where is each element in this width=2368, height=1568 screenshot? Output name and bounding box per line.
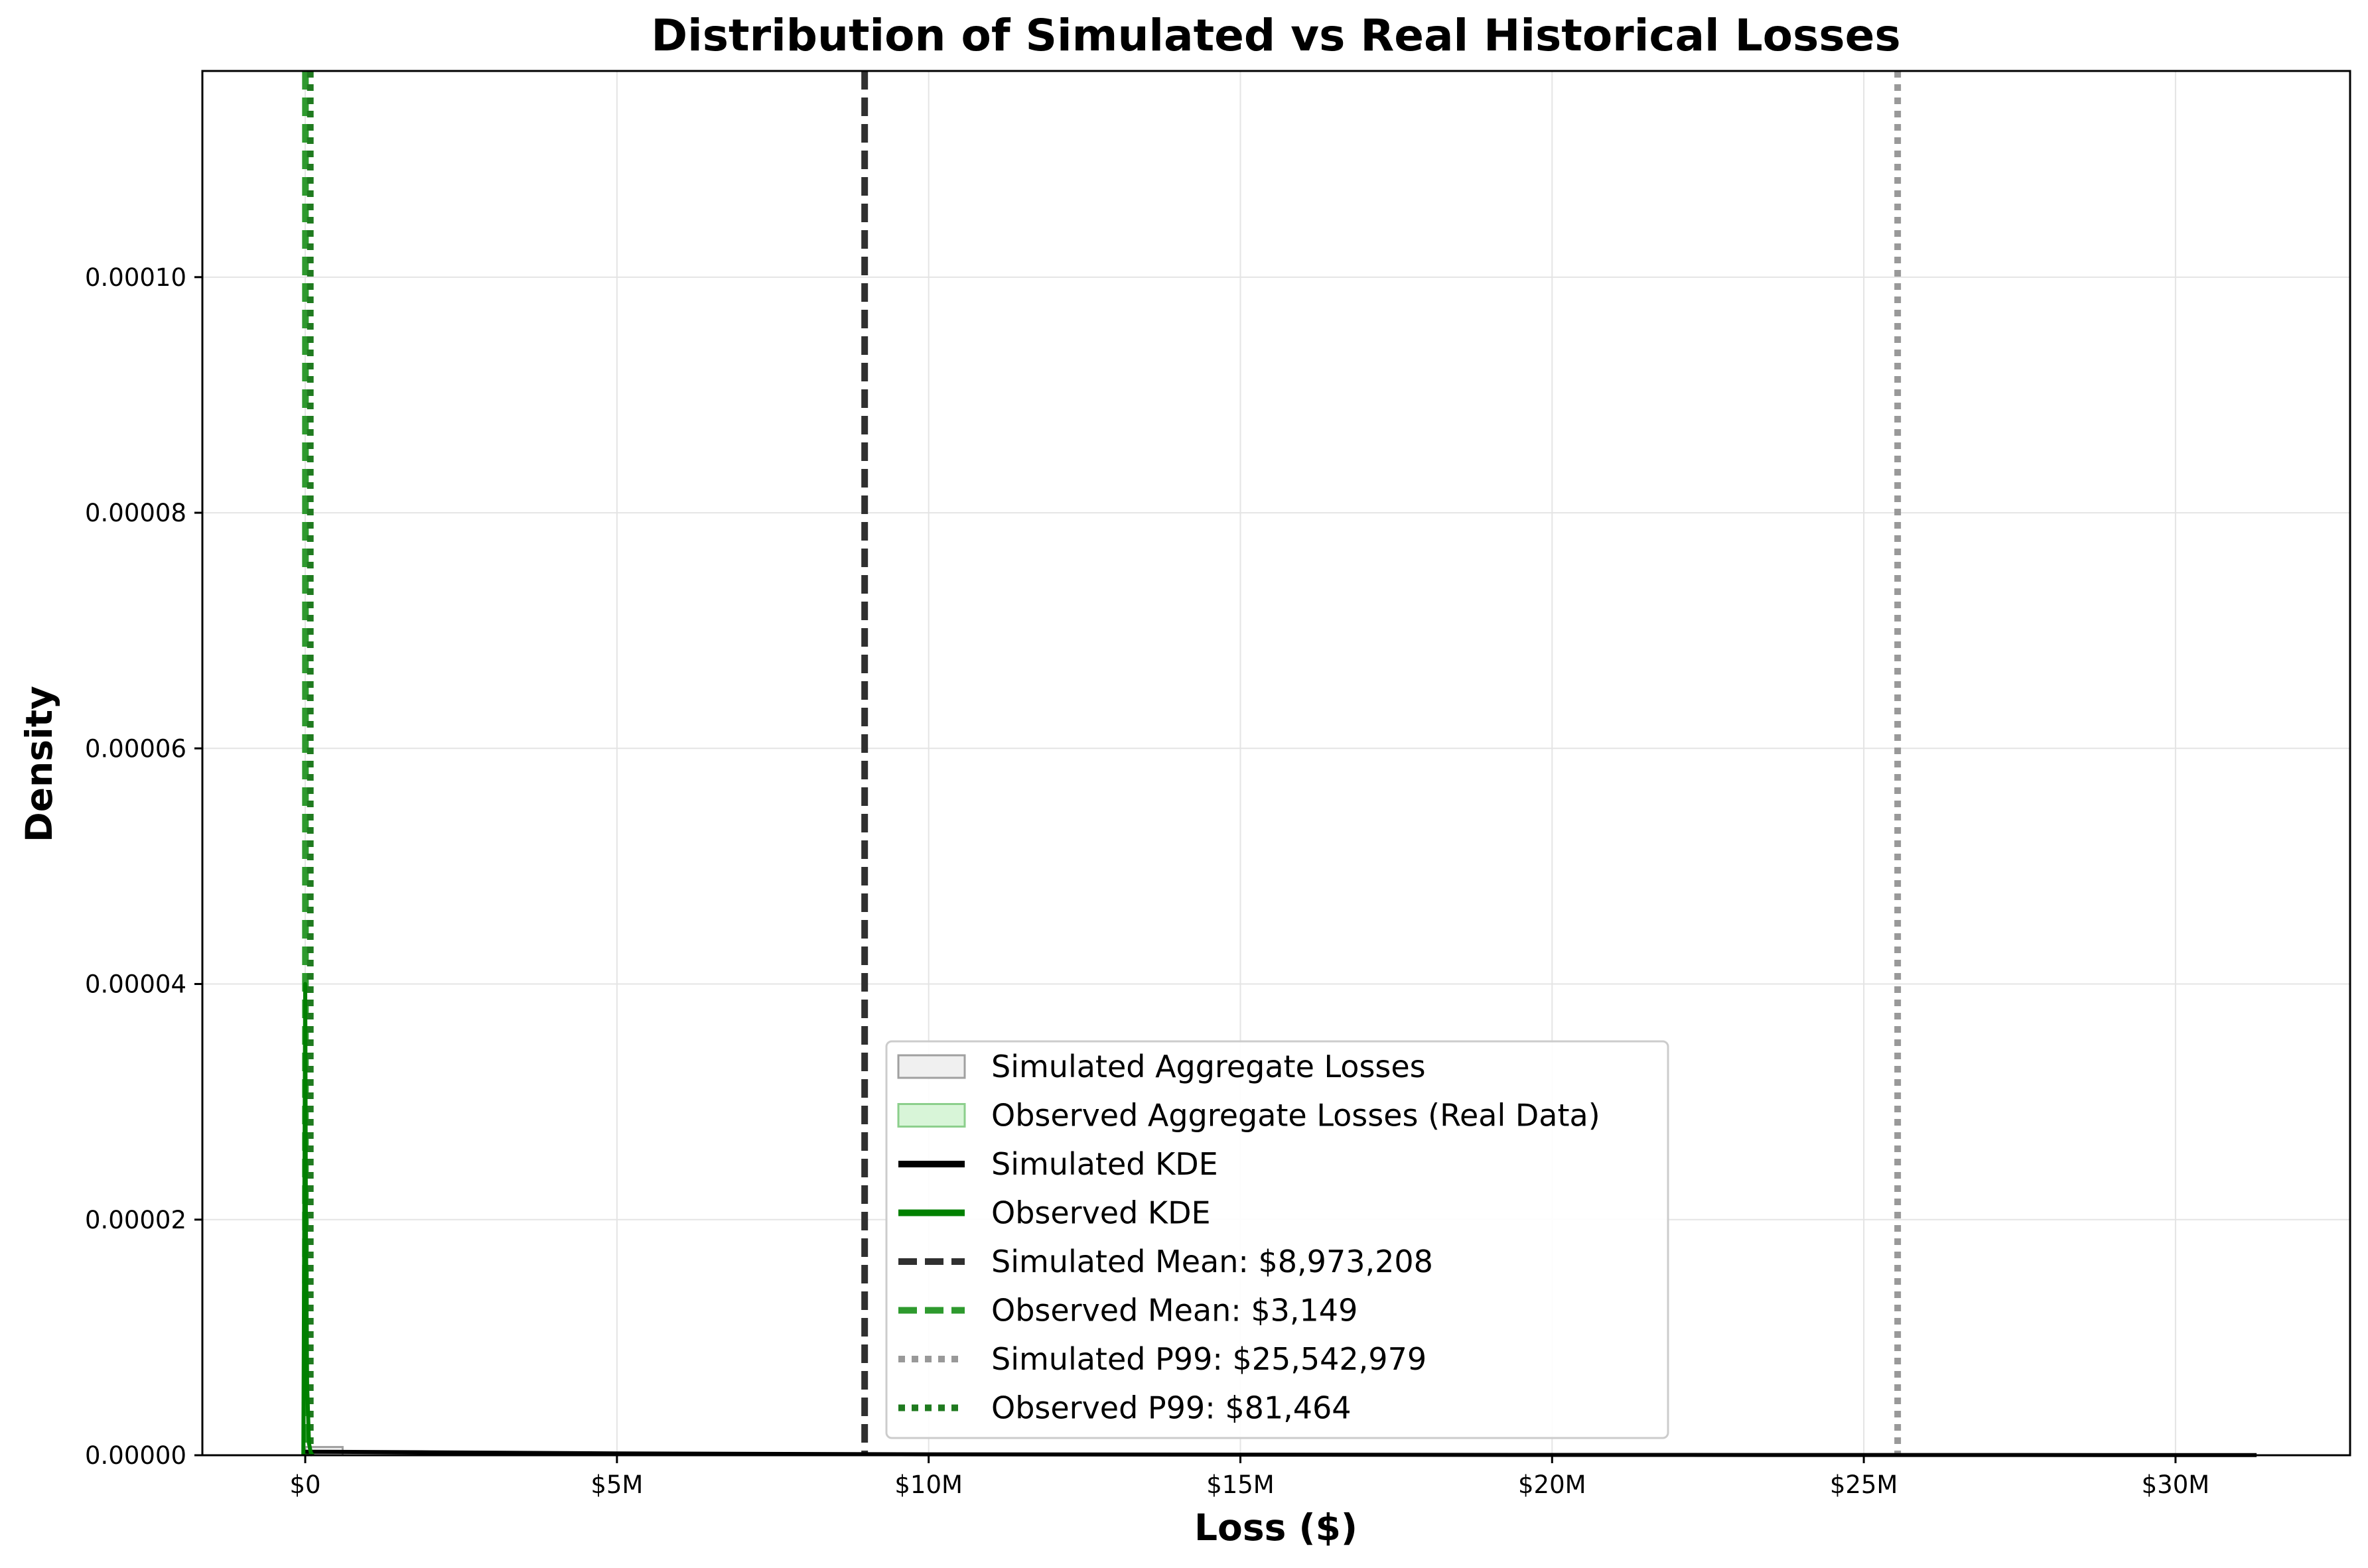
legend-label: Simulated Aggregate Losses [991,1049,1426,1084]
y-tick-label: 0.00002 [85,1206,186,1234]
x-tick-label: $5M [591,1470,643,1499]
legend-label: Observed Mean: $3,149 [991,1293,1358,1329]
x-axis-label: Loss ($) [1194,1506,1358,1549]
legend-label: Observed Aggregate Losses (Real Data) [991,1098,1600,1134]
plot-area-frame [201,70,2351,1457]
legend-label: Simulated Mean: $8,973,208 [991,1244,1433,1279]
axis-ticks: $0 $5M $10M $15M $20M $25M $30M 0.00000 0.00002 0… [85,263,2209,1499]
observed-kde-line [301,982,314,1457]
x-tick-label: $0 [289,1470,320,1499]
y-tick-label: 0.00006 [85,734,186,763]
y-tick-label: 0.00004 [85,970,186,999]
legend-label: Simulated KDE [991,1146,1218,1182]
x-tick-label: $15M [1206,1470,1275,1499]
legend-label: Observed KDE [991,1195,1211,1231]
legend-label: Simulated P99: $25,542,979 [991,1341,1427,1377]
y-tick-label: 0.00008 [85,499,186,527]
x-tick-label: $10M [894,1470,963,1499]
legend-frame [885,1040,1669,1439]
x-tick-label: $20M [1518,1470,1586,1499]
x-tick-label: $25M [1830,1470,1898,1499]
y-axis-label: Density [18,686,60,842]
x-tick-label: $30M [2142,1470,2210,1499]
chart-legend: Simulated Aggregate Losses Observed Aggre… [885,1040,1669,1439]
legend-swatch [897,1054,966,1079]
y-tick-label: 0.00000 [85,1441,186,1470]
legend-label: Observed P99: $81,464 [991,1390,1352,1426]
chart-title: Distribution of Simulated vs Real Histor… [651,10,1900,61]
y-tick-label: 0.00010 [85,263,186,292]
legend-swatch [897,1103,966,1128]
